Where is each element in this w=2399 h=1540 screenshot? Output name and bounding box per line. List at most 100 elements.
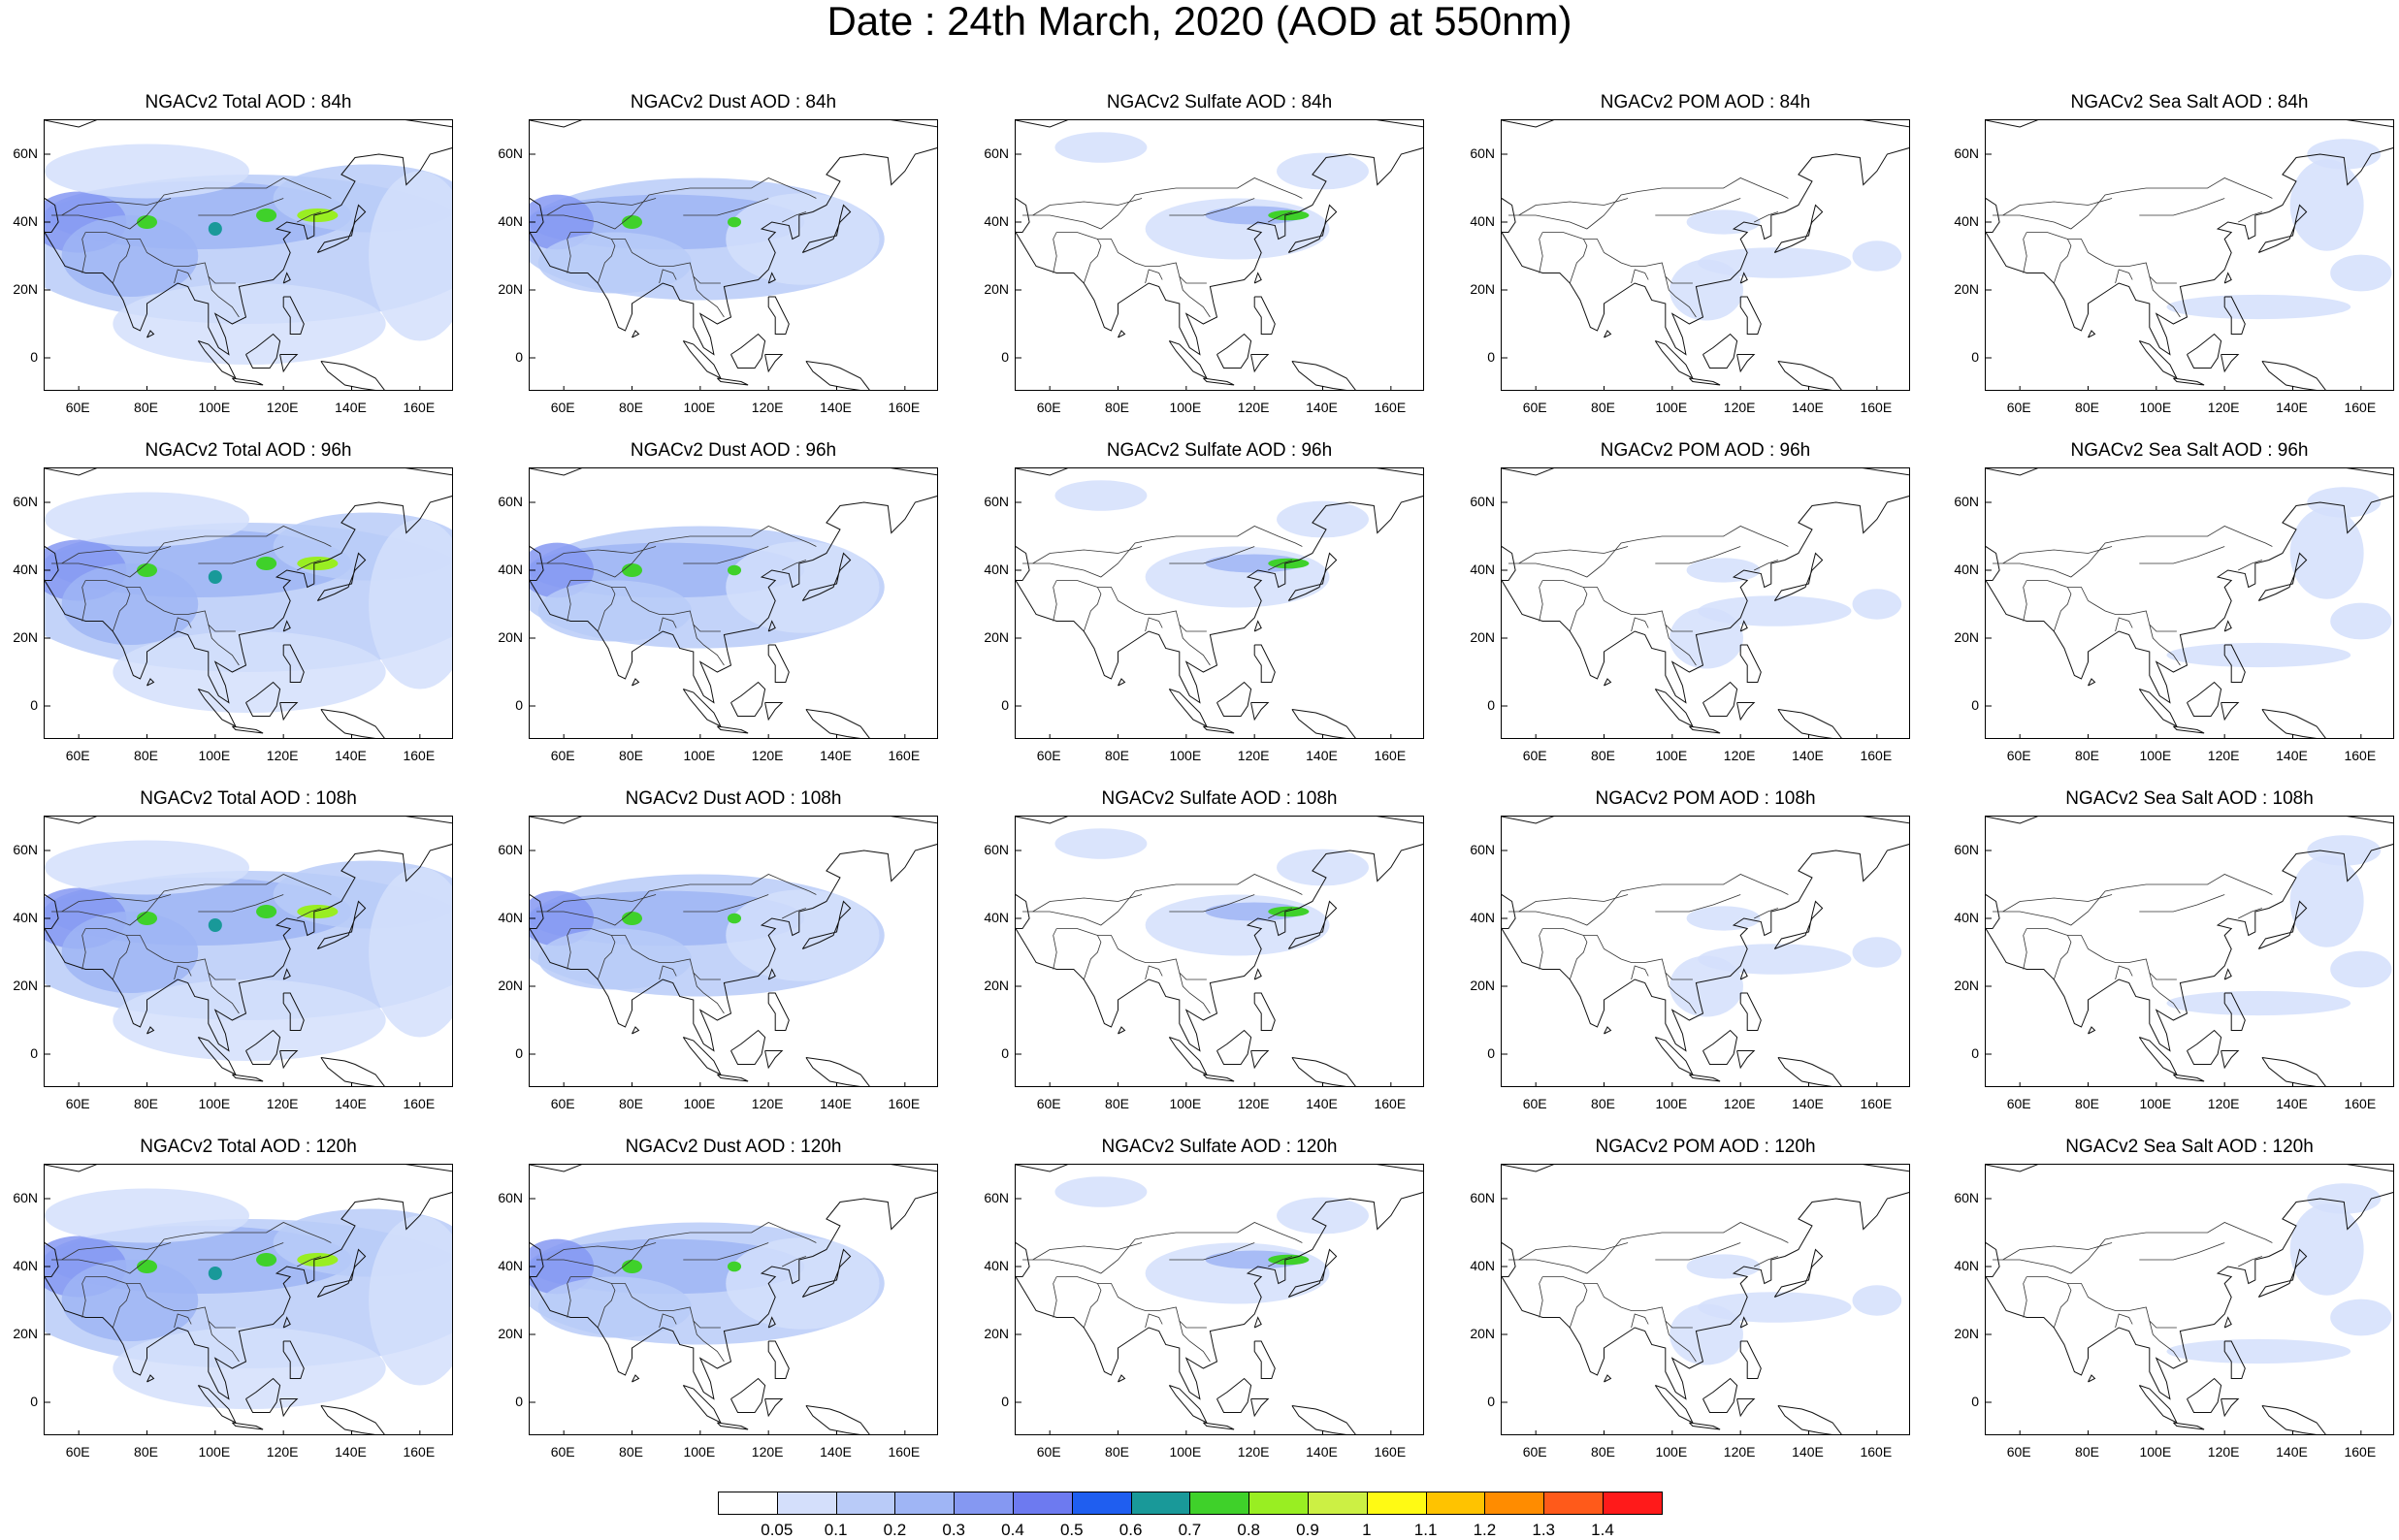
country-border	[1169, 546, 1255, 564]
map-panel: NGACv2 POM AOD : 108h 60N 40N 20N 0 60E 80E 100…	[1470, 788, 1910, 1118]
map-panel: NGACv2 Sea Salt AOD : 84h 60N 40N 20N 0 60E 80…	[1954, 92, 2394, 422]
country-border	[1032, 894, 1143, 913]
colorbar-swatch	[1543, 1492, 1604, 1515]
coastline	[717, 377, 749, 386]
coastline	[1168, 689, 1209, 728]
lat-tick-label: 0	[1001, 1394, 1009, 1409]
aod-region	[1054, 1176, 1148, 1207]
lon-tick-label: 60E	[65, 400, 90, 415]
country-border	[81, 1276, 86, 1318]
colorbar-swatch	[1248, 1492, 1309, 1515]
country-border	[659, 269, 677, 284]
colorbar-swatch	[718, 1492, 778, 1515]
coastline	[2187, 1029, 2222, 1065]
aod-region	[2289, 1203, 2364, 1296]
coastline	[682, 1037, 723, 1076]
country-border	[1993, 874, 2273, 926]
coastline	[232, 1074, 264, 1082]
country-border	[2053, 587, 2072, 632]
coastline	[1291, 1057, 1356, 1086]
country-border	[1053, 1276, 1057, 1318]
colorbar-swatch	[1484, 1492, 1545, 1515]
colorbar-label: 0.7	[1178, 1521, 1202, 1539]
lon-tick-label: 80E	[1105, 748, 1129, 763]
country-border	[693, 275, 725, 318]
country-border	[1145, 269, 1163, 284]
country-border	[1539, 232, 1543, 273]
lon-tick-label: 160E	[888, 1096, 921, 1111]
country-border	[198, 1242, 284, 1261]
lon-tick-label: 60E	[2006, 1096, 2031, 1111]
country-border	[1518, 1242, 1629, 1261]
country-border	[567, 928, 571, 970]
coastline	[717, 1074, 749, 1082]
lat-tick-label: 0	[515, 1394, 523, 1409]
coastline	[1016, 844, 1423, 1052]
coastline	[801, 204, 852, 253]
lon-tick-label: 60E	[1522, 748, 1547, 763]
aod-hotspot	[727, 216, 742, 228]
country-border	[2115, 269, 2133, 284]
lon-tick-label: 140E	[1306, 748, 1338, 763]
map-panel: NGACv2 Dust AOD : 96h 60N 40N 20N 0 60E 80E 100…	[498, 440, 938, 770]
coastline	[1118, 1374, 1126, 1383]
colorbar-label: 0.8	[1237, 1521, 1261, 1539]
lon-tick-label: 80E	[134, 748, 158, 763]
coastline	[1291, 709, 1356, 738]
country-border	[1056, 580, 1207, 632]
country-border	[198, 894, 284, 913]
country-border	[2238, 1256, 2263, 1267]
lat-tick-label: 20N	[984, 281, 1009, 297]
lon-tick-label: 80E	[2075, 748, 2099, 763]
country-border	[1169, 1242, 1255, 1261]
aod-region	[1852, 937, 1902, 968]
aod-region	[1698, 1292, 1852, 1323]
country-border	[1655, 198, 1741, 216]
coastline	[1654, 340, 1695, 380]
lon-tick-label: 140E	[820, 1444, 852, 1460]
aod-region	[113, 1328, 386, 1409]
country-border	[683, 546, 769, 564]
lat-tick-label: 0	[1487, 697, 1495, 713]
country-border	[536, 526, 817, 578]
coastline	[1702, 333, 1738, 369]
coastline	[1702, 1377, 1738, 1413]
country-border	[683, 198, 769, 216]
lon-tick-label: 140E	[820, 748, 852, 763]
lat-tick-label: 20N	[498, 978, 523, 993]
lat-tick-label: 40N	[498, 910, 523, 925]
lat-tick-label: 20N	[1954, 978, 1979, 993]
country-border	[1083, 239, 1102, 284]
country-border	[51, 177, 332, 230]
lat-tick-label: 60N	[13, 842, 38, 857]
country-border	[208, 275, 240, 318]
panel-title: NGACv2 Sea Salt AOD : 108h	[2065, 788, 2314, 809]
lat-tick-label: 20N	[13, 978, 38, 993]
coastline	[530, 1192, 937, 1400]
coastline	[2223, 644, 2246, 683]
coastline	[1502, 817, 1909, 824]
aod-region	[530, 1238, 595, 1295]
lon-tick-label: 100E	[1169, 1096, 1202, 1111]
aod-region	[726, 193, 880, 285]
lon-tick-label: 80E	[2075, 1096, 2099, 1111]
aod-region	[1205, 554, 1304, 573]
lon-tick-label: 60E	[2006, 400, 2031, 415]
country-border	[51, 526, 332, 578]
coastline	[45, 844, 452, 1052]
coastline	[45, 120, 452, 128]
coastline	[2221, 1050, 2240, 1070]
aod-region	[369, 867, 452, 1038]
coastline	[1502, 147, 1909, 356]
aod-region	[530, 890, 595, 946]
coastline	[1777, 1057, 1842, 1086]
coastline	[316, 552, 367, 601]
coastline	[1604, 1374, 1612, 1383]
coastline	[2173, 377, 2205, 386]
lon-tick-label: 120E	[2207, 1096, 2240, 1111]
aod-hotspot	[208, 1267, 222, 1280]
map-plot	[1501, 119, 1910, 391]
lon-tick-label: 100E	[1655, 1444, 1688, 1460]
lon-tick-label: 80E	[1105, 1096, 1129, 1111]
country-border	[174, 965, 192, 980]
